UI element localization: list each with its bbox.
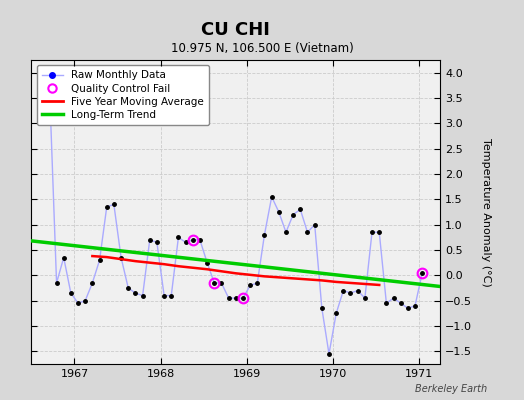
Y-axis label: Temperature Anomaly (°C): Temperature Anomaly (°C) (482, 138, 492, 286)
Title: CU CHI: CU CHI (201, 21, 270, 39)
Legend: Raw Monthly Data, Quality Control Fail, Five Year Moving Average, Long-Term Tren: Raw Monthly Data, Quality Control Fail, … (37, 65, 209, 125)
Text: 10.975 N, 106.500 E (Vietnam): 10.975 N, 106.500 E (Vietnam) (171, 42, 353, 55)
Text: Berkeley Earth: Berkeley Earth (415, 384, 487, 394)
